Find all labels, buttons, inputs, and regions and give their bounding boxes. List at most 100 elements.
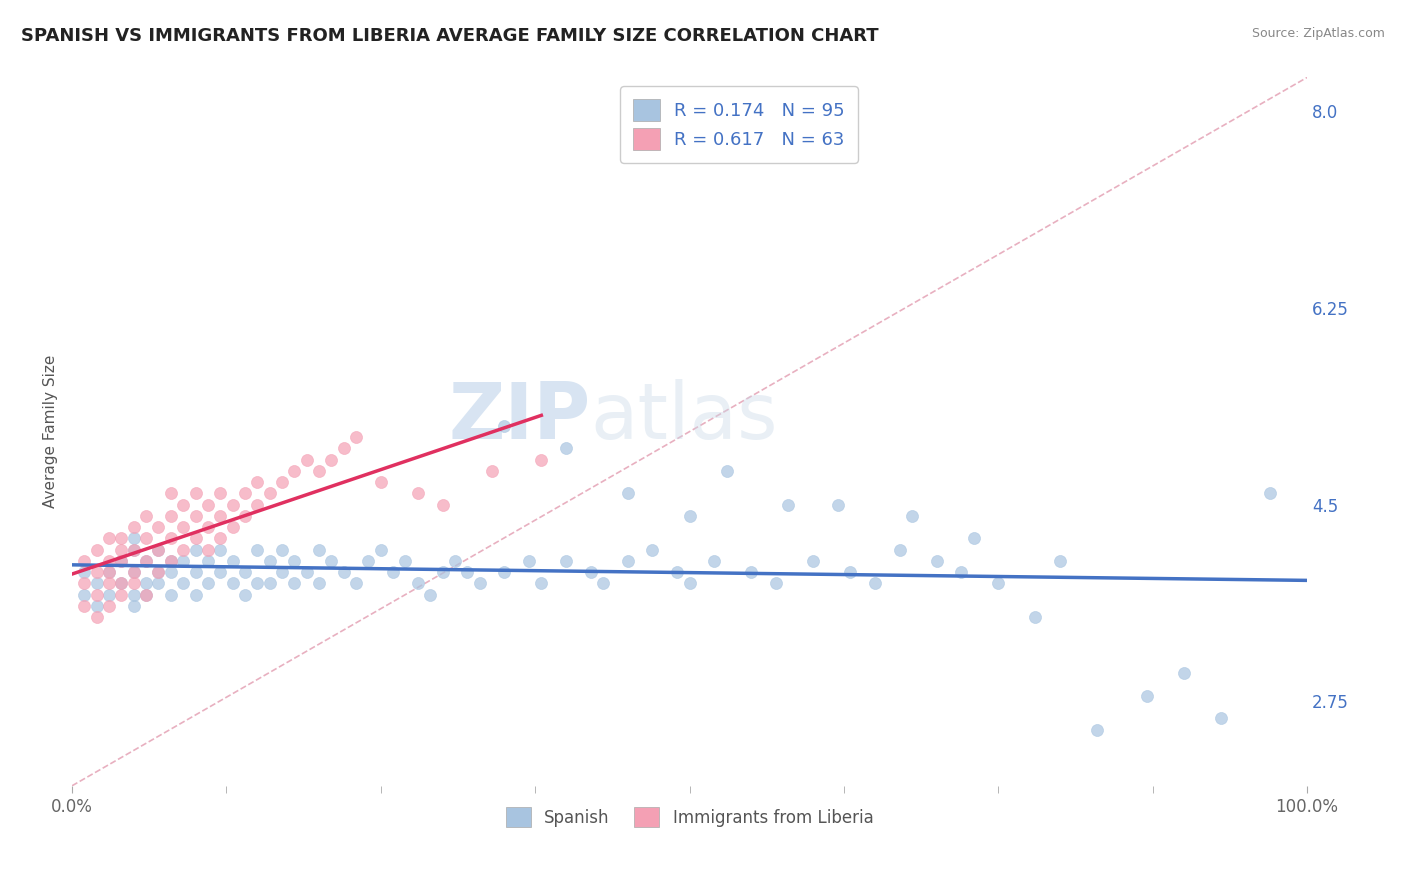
Point [1049,554,1071,568]
Point [172,576,194,591]
Point [148,542,170,557]
Point [1209,711,1232,725]
Point [148,542,170,557]
Point [197,498,219,512]
Point [184,532,207,546]
Point [432,498,454,512]
Point [159,588,181,602]
Point [148,565,170,579]
Point [172,554,194,568]
Point [148,520,170,534]
Point [184,486,207,500]
Point [778,498,800,512]
Point [73,588,96,602]
Text: SPANISH VS IMMIGRANTS FROM LIBERIA AVERAGE FAMILY SIZE CORRELATION CHART: SPANISH VS IMMIGRANTS FROM LIBERIA AVERA… [21,27,879,45]
Point [159,565,181,579]
Point [950,565,973,579]
Point [233,486,256,500]
Point [159,508,181,523]
Point [332,565,354,579]
Point [801,554,824,568]
Text: ZIP: ZIP [449,379,591,456]
Point [308,576,330,591]
Point [110,532,132,546]
Point [221,498,243,512]
Point [283,464,305,478]
Point [641,542,664,557]
Point [382,565,405,579]
Point [494,419,516,434]
Point [703,554,725,568]
Point [221,520,243,534]
Point [987,576,1010,591]
Point [209,508,232,523]
Point [863,576,886,591]
Point [110,554,132,568]
Point [344,430,367,444]
Point [678,576,700,591]
Text: atlas: atlas [591,379,779,456]
Point [73,554,96,568]
Point [159,554,181,568]
Point [925,554,948,568]
Point [148,565,170,579]
Point [246,576,269,591]
Point [839,565,862,579]
Point [271,542,294,557]
Point [1135,689,1157,703]
Point [110,554,132,568]
Point [283,576,305,591]
Point [370,542,392,557]
Point [246,475,269,490]
Point [197,520,219,534]
Point [517,554,540,568]
Point [494,565,516,579]
Point [86,565,108,579]
Text: Source: ZipAtlas.com: Source: ZipAtlas.com [1251,27,1385,40]
Point [740,565,762,579]
Point [295,452,318,467]
Point [209,532,232,546]
Point [122,588,145,602]
Point [184,508,207,523]
Point [135,554,157,568]
Point [321,554,343,568]
Point [122,532,145,546]
Point [332,442,354,456]
Point [271,565,294,579]
Point [159,532,181,546]
Point [456,565,478,579]
Point [617,554,640,568]
Point [122,565,145,579]
Point [122,565,145,579]
Point [98,532,121,546]
Point [86,610,108,624]
Point [122,542,145,557]
Point [259,554,281,568]
Point [110,576,132,591]
Point [148,576,170,591]
Point [468,576,491,591]
Point [530,576,553,591]
Point [901,508,924,523]
Point [73,576,96,591]
Point [308,464,330,478]
Point [406,576,429,591]
Point [135,554,157,568]
Point [98,565,121,579]
Point [481,464,503,478]
Point [110,588,132,602]
Point [321,452,343,467]
Point [1258,486,1281,500]
Point [98,576,121,591]
Point [197,542,219,557]
Point [678,508,700,523]
Point [122,520,145,534]
Point [259,576,281,591]
Point [1173,666,1195,681]
Point [530,452,553,467]
Point [592,576,614,591]
Point [122,576,145,591]
Point [246,542,269,557]
Point [172,498,194,512]
